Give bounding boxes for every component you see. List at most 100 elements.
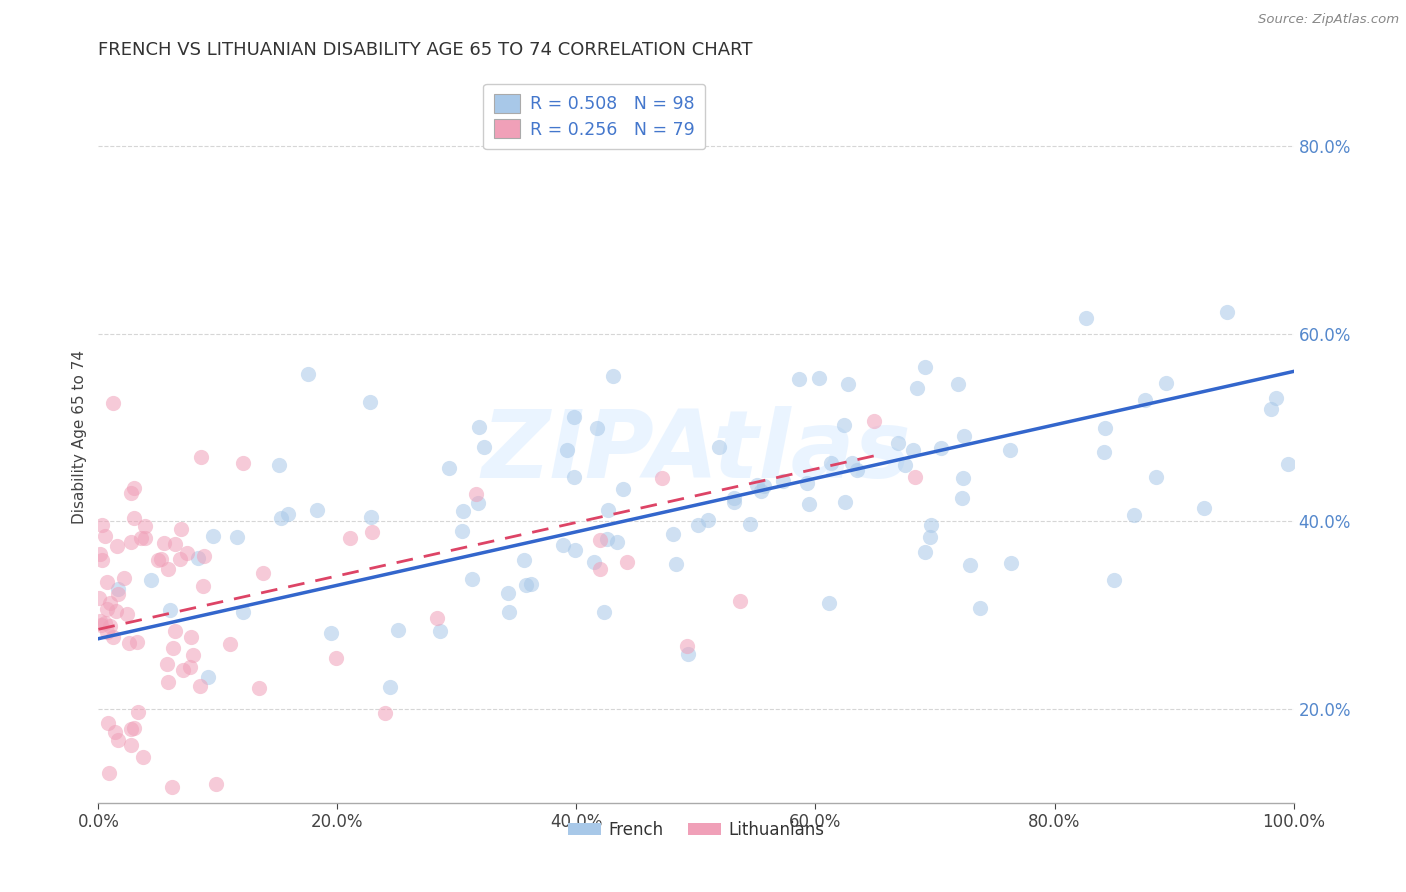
Point bbox=[496, 586, 519, 600]
Point bbox=[232, 456, 254, 470]
Point bbox=[709, 441, 731, 455]
Point bbox=[998, 443, 1021, 458]
Point bbox=[387, 623, 409, 637]
Point bbox=[929, 441, 952, 455]
Point bbox=[515, 578, 537, 592]
Point bbox=[98, 596, 121, 610]
Point bbox=[555, 442, 578, 457]
Point bbox=[738, 516, 761, 531]
Point bbox=[179, 660, 201, 674]
Point bbox=[959, 558, 981, 573]
Point bbox=[232, 605, 254, 619]
Text: ZIPAtlas: ZIPAtlas bbox=[481, 406, 911, 498]
Point bbox=[553, 538, 575, 552]
Point bbox=[451, 504, 474, 518]
Point bbox=[89, 548, 111, 562]
Text: FRENCH VS LITHUANIAN DISABILITY AGE 65 TO 74 CORRELATION CHART: FRENCH VS LITHUANIAN DISABILITY AGE 65 T… bbox=[98, 41, 754, 59]
Point bbox=[124, 511, 146, 525]
Point bbox=[465, 487, 488, 501]
Point bbox=[845, 462, 868, 476]
Point bbox=[96, 602, 118, 616]
Point bbox=[662, 526, 685, 541]
Point bbox=[1154, 376, 1177, 390]
Point bbox=[120, 722, 142, 736]
Point bbox=[723, 495, 745, 509]
Point bbox=[887, 436, 910, 450]
Point bbox=[107, 732, 129, 747]
Point bbox=[120, 738, 142, 752]
Point bbox=[120, 486, 142, 500]
Point bbox=[616, 555, 638, 569]
Point bbox=[697, 513, 720, 527]
Point bbox=[752, 479, 775, 493]
Point bbox=[1133, 393, 1156, 408]
Point bbox=[1094, 421, 1116, 435]
Point bbox=[520, 576, 543, 591]
Point bbox=[131, 750, 153, 764]
Point bbox=[360, 510, 382, 524]
Point bbox=[832, 418, 855, 433]
Point bbox=[820, 456, 842, 470]
Point bbox=[96, 574, 118, 589]
Point bbox=[1092, 445, 1115, 459]
Point bbox=[374, 706, 396, 720]
Point bbox=[1122, 508, 1144, 522]
Point bbox=[297, 367, 319, 381]
Point bbox=[190, 450, 212, 465]
Point bbox=[122, 721, 145, 735]
Point bbox=[863, 414, 886, 428]
Point bbox=[176, 546, 198, 560]
Point bbox=[104, 604, 127, 618]
Point bbox=[651, 471, 673, 485]
Point bbox=[817, 596, 839, 610]
Point bbox=[904, 470, 927, 484]
Point bbox=[596, 532, 619, 546]
Point bbox=[90, 618, 112, 632]
Point bbox=[127, 705, 149, 719]
Point bbox=[118, 636, 141, 650]
Point bbox=[172, 663, 194, 677]
Point bbox=[969, 601, 991, 615]
Point bbox=[920, 518, 942, 533]
Point bbox=[583, 555, 606, 569]
Point bbox=[107, 587, 129, 601]
Point bbox=[796, 476, 818, 491]
Point bbox=[797, 497, 820, 511]
Point bbox=[498, 605, 520, 619]
Point bbox=[749, 483, 772, 498]
Point bbox=[602, 368, 624, 383]
Point bbox=[468, 420, 491, 434]
Point bbox=[201, 529, 224, 543]
Point bbox=[596, 503, 619, 517]
Point bbox=[163, 624, 186, 639]
Point bbox=[612, 482, 634, 496]
Point bbox=[1074, 310, 1097, 325]
Point bbox=[197, 670, 219, 684]
Point bbox=[1146, 470, 1168, 484]
Point bbox=[950, 491, 973, 506]
Point bbox=[589, 533, 612, 548]
Point bbox=[1265, 391, 1288, 405]
Point bbox=[593, 605, 616, 619]
Point bbox=[134, 519, 156, 533]
Point bbox=[378, 680, 401, 694]
Point bbox=[104, 725, 127, 739]
Point bbox=[191, 578, 214, 592]
Point bbox=[339, 531, 361, 545]
Point bbox=[148, 553, 170, 567]
Point bbox=[129, 531, 152, 545]
Point bbox=[606, 534, 628, 549]
Point bbox=[914, 545, 936, 559]
Point bbox=[901, 443, 924, 458]
Point bbox=[139, 574, 162, 588]
Point bbox=[112, 571, 135, 585]
Point bbox=[120, 535, 142, 549]
Point bbox=[474, 440, 496, 454]
Point bbox=[361, 524, 384, 539]
Point bbox=[665, 557, 688, 571]
Point bbox=[270, 511, 292, 525]
Point bbox=[122, 481, 145, 495]
Point bbox=[180, 630, 202, 644]
Point bbox=[451, 524, 474, 538]
Point bbox=[277, 508, 299, 522]
